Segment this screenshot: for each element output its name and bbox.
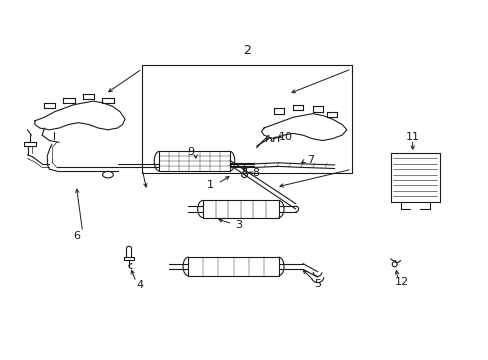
Bar: [159, 151, 229, 171]
Text: 5: 5: [313, 279, 321, 289]
Bar: [188, 257, 278, 276]
Text: 4: 4: [136, 280, 143, 290]
Text: 6: 6: [73, 231, 80, 240]
Text: 3: 3: [235, 220, 242, 230]
Text: 10: 10: [278, 132, 292, 142]
Text: 2: 2: [243, 44, 250, 57]
Text: 7: 7: [306, 154, 313, 165]
Text: 11: 11: [405, 132, 419, 142]
Text: 12: 12: [394, 277, 408, 287]
Text: 1: 1: [206, 180, 213, 190]
Bar: [390, 153, 439, 202]
Text: 8: 8: [252, 168, 259, 178]
Bar: [203, 201, 278, 218]
Text: 9: 9: [187, 147, 194, 157]
